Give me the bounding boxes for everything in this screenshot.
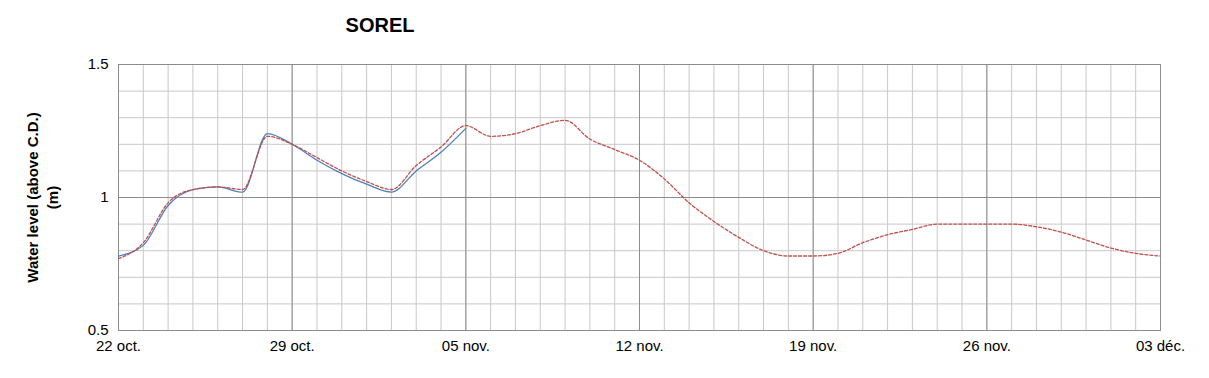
svg-text:1.5: 1.5 — [88, 55, 109, 72]
svg-text:0.5: 0.5 — [88, 321, 109, 338]
html-text:Water level (above C.D.): Water level (above C.D.) — [23, 111, 41, 283]
svg-text:05 nov.: 05 nov. — [442, 337, 490, 354]
svg-text:19 nov.: 19 nov. — [789, 337, 837, 354]
svg-text:26 nov.: 26 nov. — [963, 337, 1011, 354]
svg-text:1: 1 — [100, 188, 108, 205]
svg-text:03 déc.: 03 déc. — [1136, 337, 1185, 354]
svg-text:12 nov.: 12 nov. — [615, 337, 663, 354]
html-text:(m): (m) — [43, 185, 61, 209]
html-text:SOREL: SOREL — [345, 14, 415, 36]
svg-text:29 oct.: 29 oct. — [270, 337, 315, 354]
svg-text:22 oct.: 22 oct. — [96, 337, 141, 354]
